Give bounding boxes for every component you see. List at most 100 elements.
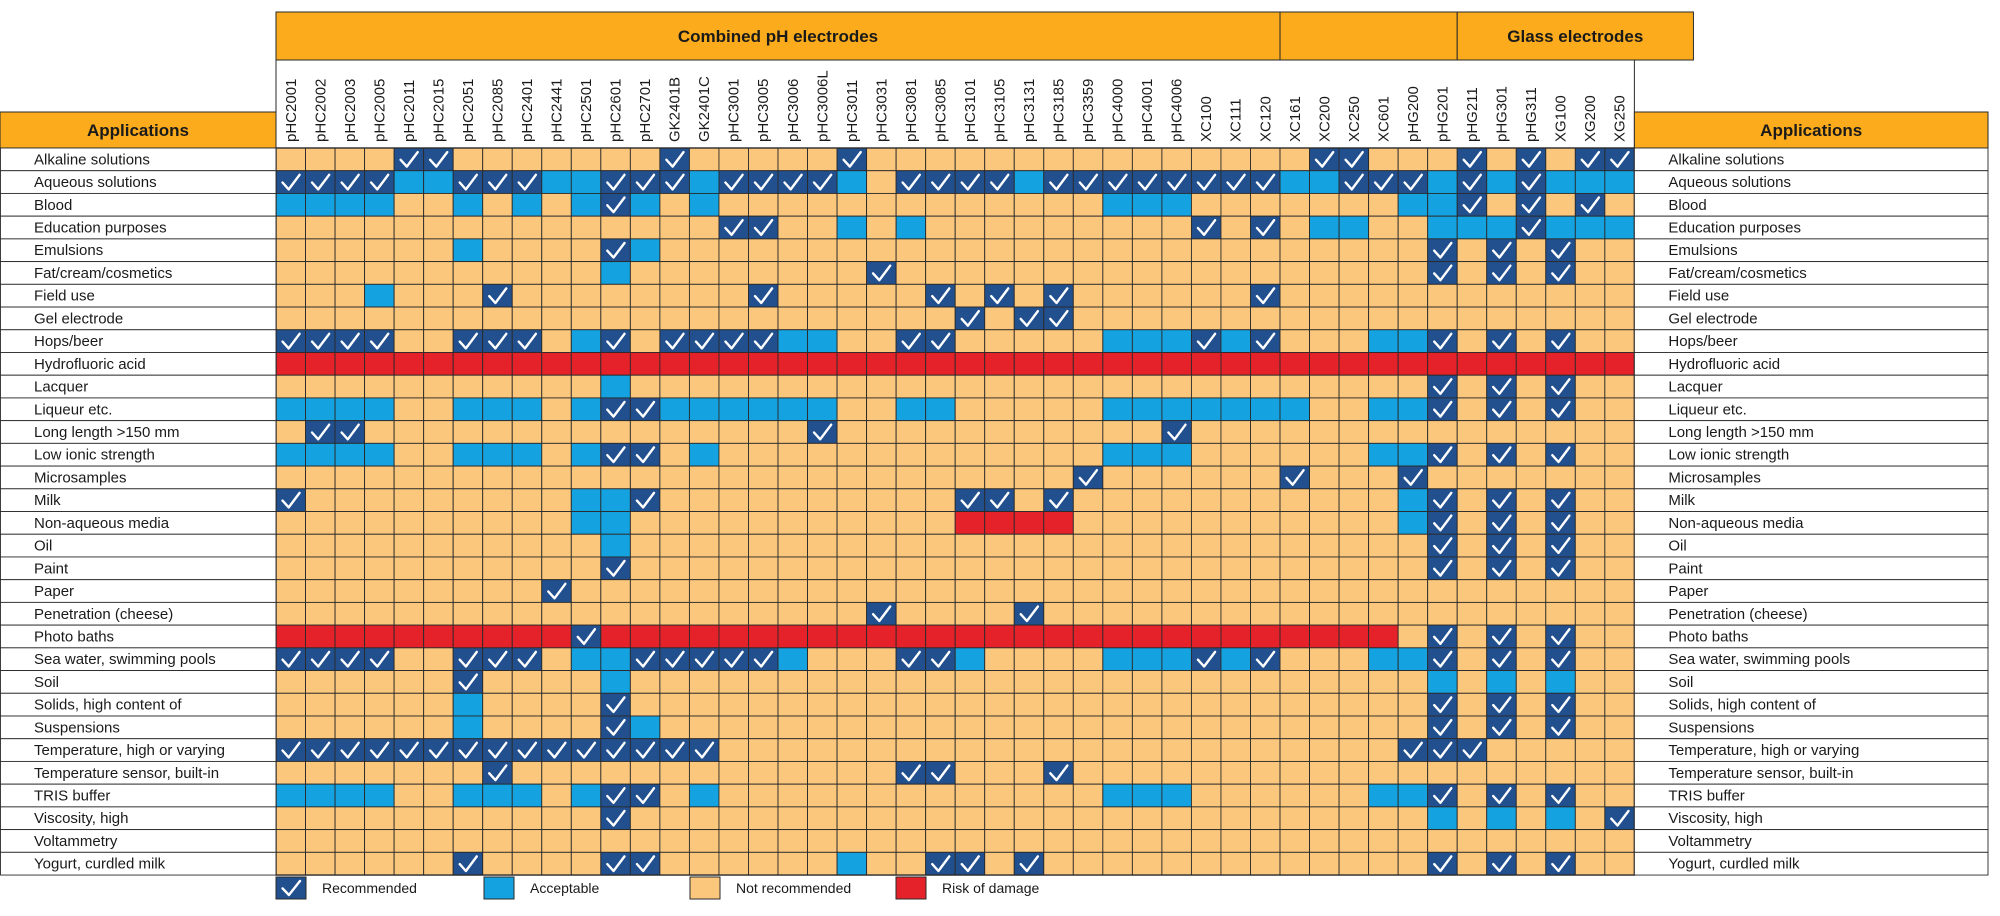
- cell-N: [1161, 215, 1192, 240]
- cell-N: [423, 215, 454, 240]
- cell-A: [600, 488, 631, 512]
- cell-N: [1190, 442, 1222, 467]
- cell-N: [1161, 488, 1192, 512]
- cell-N: [836, 261, 868, 285]
- cell-R: [1456, 170, 1488, 194]
- cell-N: [541, 442, 572, 467]
- cell-N: [748, 147, 779, 172]
- cell-N: [482, 511, 513, 535]
- cell-N: [1515, 420, 1547, 444]
- cell-N: [1102, 147, 1133, 172]
- cell-N: [718, 465, 749, 490]
- check-icon: [1255, 287, 1276, 305]
- cell-N: [1309, 556, 1340, 581]
- cell-N: [984, 670, 1015, 694]
- cell-A: [511, 783, 543, 808]
- cell-N: [688, 420, 720, 444]
- cell-R: [1486, 261, 1517, 285]
- cell-N: [1250, 715, 1281, 740]
- cell-N: [748, 420, 779, 444]
- cell-R: [836, 147, 868, 172]
- cell-N: [659, 465, 690, 490]
- cell-N: [541, 783, 572, 808]
- cell-N: [334, 670, 366, 694]
- cell-N: [1279, 760, 1311, 785]
- check-icon: [1226, 173, 1246, 191]
- cell-N: [1338, 374, 1370, 399]
- cell-N: [1220, 192, 1251, 217]
- cell-N: [1515, 783, 1547, 808]
- cell-N: [305, 147, 336, 172]
- cell-N: [275, 465, 306, 490]
- check-icon: [635, 446, 656, 464]
- cell-N: [659, 511, 690, 535]
- cell-N: [1250, 670, 1281, 694]
- cell-N: [393, 192, 425, 217]
- cell-N: [1250, 601, 1281, 626]
- check-icon: [310, 332, 331, 350]
- cell-N: [688, 283, 720, 308]
- cell-N: [777, 147, 808, 172]
- cell-R: [1515, 192, 1547, 217]
- cell-N: [1309, 261, 1340, 285]
- check-icon: [1580, 150, 1601, 168]
- cell-N: [541, 829, 572, 853]
- cell-N: [305, 806, 336, 831]
- cell-N: [1338, 692, 1370, 717]
- cell-A: [482, 397, 513, 422]
- cell-N: [1279, 306, 1311, 331]
- cell-N: [482, 692, 513, 717]
- cell-N: [954, 829, 986, 853]
- cell-R: [866, 601, 897, 626]
- column-label: XG250: [1612, 95, 1629, 142]
- cell-N: [866, 851, 897, 876]
- cell-N: [954, 442, 986, 467]
- cell-N: [1574, 647, 1606, 672]
- cell-N: [629, 760, 661, 785]
- cell-N: [511, 465, 543, 490]
- cell-N: [1309, 329, 1340, 353]
- cell-N: [895, 306, 927, 331]
- cell-N: [482, 829, 513, 853]
- cell-N: [1604, 488, 1635, 512]
- cell-A: [836, 215, 868, 240]
- cell-A: [600, 533, 631, 558]
- cell-N: [1574, 511, 1606, 535]
- cell-R: [305, 329, 336, 353]
- cell-N: [1013, 147, 1045, 172]
- check-icon: [340, 332, 360, 350]
- cell-N: [1072, 783, 1104, 808]
- cell-N: [777, 579, 808, 603]
- cell-N: [1427, 420, 1458, 444]
- cell-N: [600, 147, 631, 172]
- check-icon: [1551, 855, 1571, 873]
- cell-N: [482, 533, 513, 558]
- cell-N: [364, 829, 395, 853]
- cell-N: [1072, 851, 1104, 876]
- cell-A: [1486, 670, 1517, 694]
- cell-N: [718, 670, 749, 694]
- cell-N: [1338, 238, 1370, 263]
- check-icon: [1019, 605, 1040, 623]
- check-icon: [1551, 787, 1571, 804]
- cell-A: [688, 170, 720, 194]
- cell-N: [1190, 601, 1222, 626]
- row-label-left: Aqueous solutions: [34, 174, 157, 191]
- cell-N: [1043, 215, 1074, 240]
- cell-N: [836, 397, 868, 422]
- cell-D: [1220, 352, 1251, 376]
- cell-R: [482, 738, 513, 762]
- check-icon: [871, 264, 892, 282]
- cell-N: [1604, 783, 1635, 808]
- cell-N: [777, 829, 808, 853]
- cell-N: [925, 465, 956, 490]
- cell-N: [807, 692, 838, 717]
- cell-A: [1161, 783, 1192, 808]
- cell-N: [748, 601, 779, 626]
- cell-N: [1604, 647, 1635, 672]
- cell-N: [777, 760, 808, 785]
- cell-N: [954, 783, 986, 808]
- cell-N: [1250, 306, 1281, 331]
- cell-N: [334, 374, 366, 399]
